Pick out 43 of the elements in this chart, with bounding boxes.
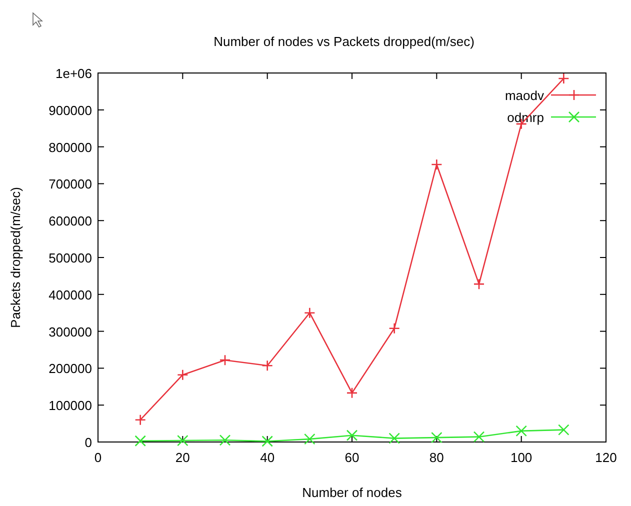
point [431,432,442,444]
y-tick-label: 900000 [48,102,92,118]
y-tick-label: 200000 [48,361,92,376]
x-tick-label: 40 [260,450,275,465]
x-tick-label: 0 [94,450,102,465]
x-axis-title: Number of nodes [302,485,402,500]
y-tick-label: 800000 [48,140,92,155]
point [219,354,231,366]
point [219,434,231,446]
point [346,387,358,399]
y-tick-label: 0 [84,435,92,450]
y-tick-label: 700000 [48,176,92,192]
point [304,307,316,318]
legend-label: maodv [504,88,544,103]
point [388,432,400,444]
point [304,433,316,445]
point [177,369,188,380]
y-tick-label: 1e+06 [55,66,92,81]
x-tick-label: 20 [175,450,190,465]
point [262,360,273,372]
y-tick-label: 100000 [48,398,92,414]
y-tick-label: 500000 [48,250,92,266]
y-tick-label: 400000 [48,287,92,302]
point [558,72,570,84]
x-tick-label: 80 [429,450,444,465]
x-tick-label: 100 [510,450,532,465]
point [134,435,146,447]
y-tick-label: 600000 [48,214,92,229]
point [177,434,188,446]
point [262,436,273,447]
point [473,278,485,290]
y-tick-label: 300000 [48,324,92,340]
point [346,430,358,442]
x-tick-label: 120 [595,450,617,465]
point [516,425,527,437]
point [473,431,485,442]
x-tick-label: 60 [344,450,360,465]
point [431,158,442,170]
point [134,414,146,426]
point [388,322,400,334]
chart-title: Number of nodes vs Packets dropped(m/sec) [214,34,474,49]
point [558,424,570,436]
y-axis-title: Packets dropped(m/sec) [8,187,23,328]
